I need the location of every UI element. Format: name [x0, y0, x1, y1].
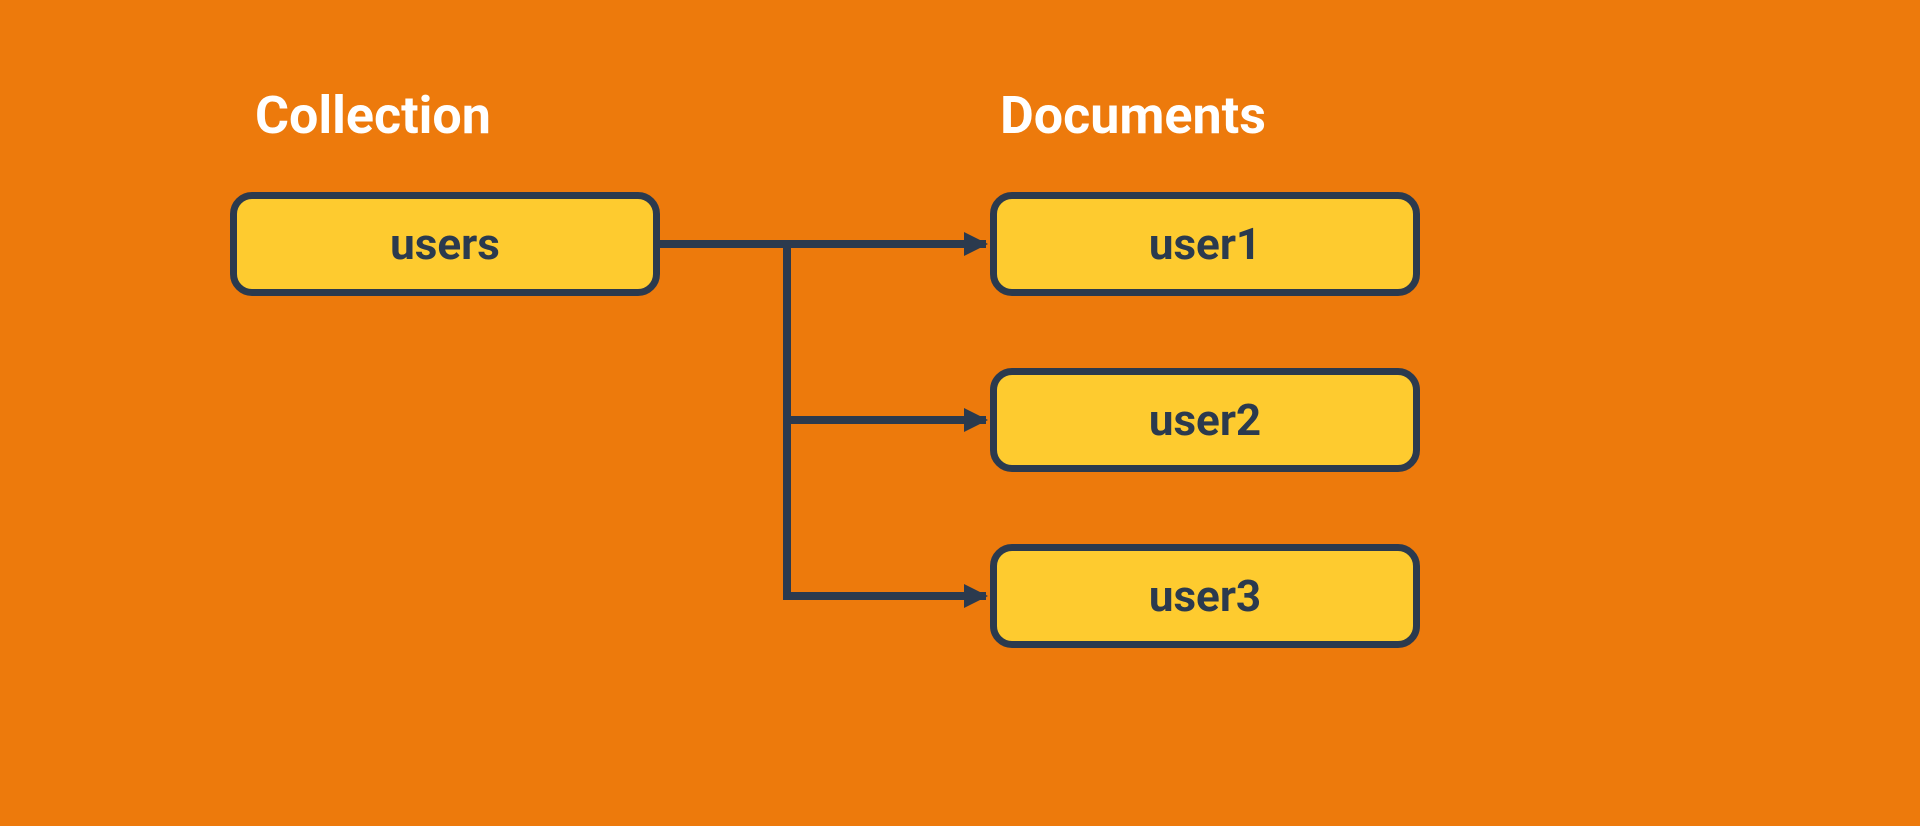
diagram-canvas: Collection Documents users user1 user2 u…: [0, 0, 1920, 826]
node-collection: users: [230, 192, 660, 296]
heading-collection: Collection: [255, 85, 491, 146]
heading-documents: Documents: [1000, 85, 1266, 146]
node-document-1: user2: [990, 368, 1420, 472]
node-document-0: user1: [990, 192, 1420, 296]
node-document-2: user3: [990, 544, 1420, 648]
